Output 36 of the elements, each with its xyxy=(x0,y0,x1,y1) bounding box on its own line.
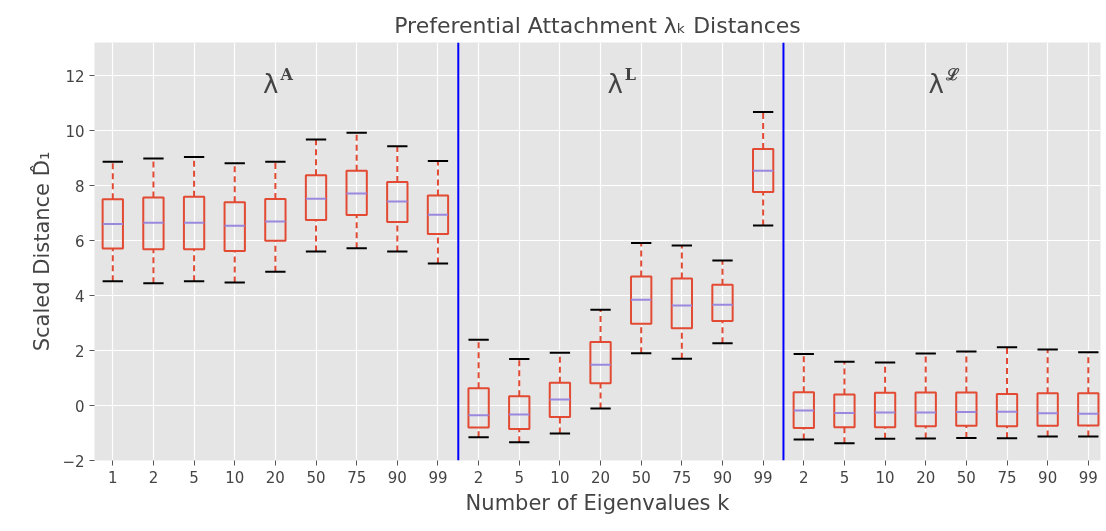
x-tick-label: 5 xyxy=(514,468,525,487)
x-tick-label: 1 xyxy=(108,468,118,487)
y-tick-label: 4 xyxy=(74,287,85,306)
x-tick-label: 99 xyxy=(428,468,448,487)
y-tick-label: 0 xyxy=(74,397,85,416)
x-tick-label: 10 xyxy=(225,468,245,487)
x-tick-label: 2 xyxy=(473,468,484,487)
x-tick-label: 75 xyxy=(672,468,692,487)
x-tick-label: 99 xyxy=(1078,468,1098,487)
x-tick-label: 5 xyxy=(839,468,850,487)
x-tick-label: 10 xyxy=(875,468,895,487)
x-axis-title: Number of Eigenvalues k xyxy=(465,490,731,515)
x-tick-label: 99 xyxy=(753,468,773,487)
x-tick-label: 75 xyxy=(997,468,1017,487)
x-tick-label: 75 xyxy=(347,468,367,487)
x-tick-label: 50 xyxy=(306,468,326,487)
y-tick-label: 6 xyxy=(74,232,85,251)
y-tick-label: 12 xyxy=(65,67,85,86)
x-tick-label: 20 xyxy=(265,468,285,487)
x-tick-label: 20 xyxy=(591,468,611,487)
chart-title: Preferential Attachment λₖ Distances xyxy=(394,12,801,38)
x-tick-label: 50 xyxy=(956,468,976,487)
x-tick-label: 50 xyxy=(631,468,651,487)
x-tick-label: 90 xyxy=(1038,468,1058,487)
y-axis-title: Scaled Distance D̂₁ xyxy=(29,151,55,352)
x-tick-label: 5 xyxy=(189,468,199,487)
y-tick-label: 10 xyxy=(65,122,85,141)
y-tick-label: 8 xyxy=(74,177,85,196)
x-tick-label: 20 xyxy=(916,468,936,487)
x-tick-label: 10 xyxy=(550,468,570,487)
x-tick-label: 90 xyxy=(712,468,733,487)
x-tick-label: 2 xyxy=(148,468,159,487)
x-tick-label: 2 xyxy=(799,468,809,487)
y-tick-label: 2 xyxy=(74,342,85,361)
x-tick-label: 90 xyxy=(387,468,407,487)
y-tick-label: −2 xyxy=(62,452,85,471)
